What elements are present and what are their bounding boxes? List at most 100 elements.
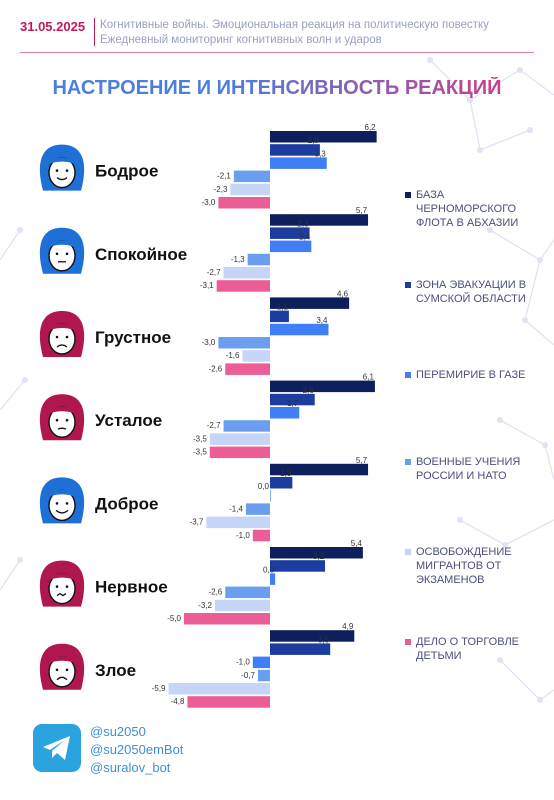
bar xyxy=(230,183,270,196)
bar xyxy=(270,490,271,502)
data-label: 0,3 xyxy=(263,565,275,574)
data-label: 5,7 xyxy=(356,206,368,215)
legend-item: БАЗА ЧЕРНОМОРСКОГО ФЛОТА В АБХАЗИИ xyxy=(405,188,545,230)
data-label: -3,5 xyxy=(193,434,207,443)
bar xyxy=(270,547,363,559)
legend-item: ОСВОБОЖДЕНИЕ МИГРАНТОВ ОТ ЭКЗАМЕНОВ xyxy=(405,545,545,587)
bar xyxy=(270,214,369,226)
telegram-handle-bot[interactable]: @su2050emBot xyxy=(90,742,184,757)
category-label: Нервное xyxy=(95,578,168,597)
header-subtitle: Когнитивные войны. Эмоциональная реакция… xyxy=(100,19,489,31)
bar xyxy=(270,463,369,476)
legend-label: ВОЕННЫЕ УЧЕНИЯ РОССИИ И НАТО xyxy=(416,456,521,482)
bar xyxy=(270,477,293,489)
data-label: -2,1 xyxy=(217,172,231,181)
legend-label: ЗОНА ЭВАКУАЦИИ В СУМСКОЙ ОБЛАСТИ xyxy=(416,279,527,305)
bar xyxy=(270,630,355,642)
girl-calm-icon xyxy=(39,227,85,274)
data-label: 2,3 xyxy=(297,219,309,228)
bar xyxy=(270,393,315,406)
data-label: 1,3 xyxy=(280,469,292,478)
data-label: 6,1 xyxy=(363,373,375,382)
bar xyxy=(218,197,270,209)
data-label: -5,0 xyxy=(167,614,181,623)
data-label: 4,9 xyxy=(342,622,354,631)
bar xyxy=(270,310,289,323)
header-separator xyxy=(94,18,95,46)
data-label: 2,4 xyxy=(299,233,311,242)
legend-swatch xyxy=(405,549,411,555)
data-label: 3,5 xyxy=(318,635,330,644)
legend-item: ВОЕННЫЕ УЧЕНИЯ РОССИИ И НАТО xyxy=(405,455,545,483)
data-label: -2,7 xyxy=(207,268,221,277)
data-label: -2,6 xyxy=(208,364,222,373)
bar xyxy=(252,529,270,542)
data-label: -2,7 xyxy=(207,421,221,430)
data-label: -0,7 xyxy=(241,671,255,680)
bar xyxy=(270,131,377,143)
bar xyxy=(209,433,270,445)
bar xyxy=(270,380,375,393)
bar xyxy=(270,560,326,572)
header-description: Ежедневный мониторинг когнитивных волн и… xyxy=(100,34,382,46)
telegram-handle-bot-2[interactable]: @suralov_bot xyxy=(90,760,171,775)
bar xyxy=(247,253,270,266)
bar xyxy=(252,656,270,669)
data-label: 4,6 xyxy=(337,289,349,298)
bar xyxy=(270,144,320,156)
data-label: -1,0 xyxy=(236,658,250,667)
data-label: -5,9 xyxy=(152,684,166,693)
data-label: -3,2 xyxy=(198,601,212,610)
data-label: 3,2 xyxy=(313,552,325,561)
data-label: -1,3 xyxy=(231,255,245,264)
man-kind-icon xyxy=(39,477,85,524)
bar xyxy=(270,323,329,336)
bar xyxy=(270,157,327,169)
data-label: -4,8 xyxy=(171,697,185,706)
category-label: Бодрое xyxy=(95,162,158,181)
data-label: -3,1 xyxy=(200,281,214,290)
girl-sad-icon xyxy=(39,311,85,357)
report-date: 31.05.2025 xyxy=(20,19,86,34)
category-label: Спокойное xyxy=(95,245,187,264)
legend-item: ЗОНА ЭВАКУАЦИИ В СУМСКОЙ ОБЛАСТИ xyxy=(405,278,545,306)
bar xyxy=(270,227,310,239)
telegram-handle-channel[interactable]: @su2050 xyxy=(90,724,146,739)
data-label: -1,6 xyxy=(226,351,240,360)
data-label: 5,4 xyxy=(351,539,363,548)
bar xyxy=(270,297,350,309)
header-rule xyxy=(20,52,534,53)
legend-swatch xyxy=(405,372,411,378)
chart-title: НАСТРОЕНИЕ И ИНТЕНСИВНОСТЬ РЕАКЦИЙ xyxy=(0,77,554,100)
bar xyxy=(218,337,270,349)
legend-swatch xyxy=(405,639,411,645)
bar xyxy=(184,613,270,625)
legend-label: ОСВОБОЖДЕНИЕ МИГРАНТОВ ОТ ЭКЗАМЕНОВ xyxy=(416,546,512,586)
telegram-icon[interactable] xyxy=(33,724,81,772)
data-label: 0,0 xyxy=(258,482,270,491)
bar xyxy=(223,267,270,279)
data-label: 2,9 xyxy=(308,136,320,145)
bar xyxy=(225,586,270,599)
data-label: -1,4 xyxy=(229,504,243,513)
legend-label: БАЗА ЧЕРНОМОРСКОГО ФЛОТА В АБХАЗИИ xyxy=(416,189,519,229)
category-label: Доброе xyxy=(95,494,158,513)
bar xyxy=(225,363,270,375)
bar xyxy=(270,643,331,655)
man-tired-icon xyxy=(39,394,85,441)
category-label: Злое xyxy=(95,661,136,680)
data-label: 5,7 xyxy=(356,456,368,465)
category-label: Усталое xyxy=(95,411,162,430)
data-label: -3,7 xyxy=(190,518,204,527)
data-label: -3,0 xyxy=(202,338,216,347)
data-label: 3,4 xyxy=(316,316,328,325)
data-label: 1,7 xyxy=(287,399,299,408)
data-label: -2,6 xyxy=(208,588,222,597)
bar xyxy=(270,573,276,585)
legend-label: ПЕРЕМИРИЕ В ГАЗЕ xyxy=(416,369,526,381)
legend-item: ПЕРЕМИРИЕ В ГАЗЕ xyxy=(405,368,545,382)
bar xyxy=(270,407,300,419)
bar xyxy=(233,170,270,183)
